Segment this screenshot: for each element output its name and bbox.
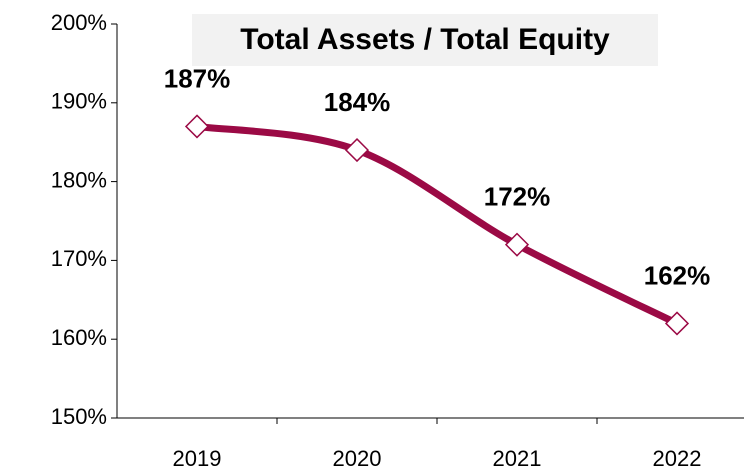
x-tick-label: 2022 xyxy=(653,446,702,470)
y-tick-label: 150% xyxy=(51,404,107,429)
y-tick-label: 170% xyxy=(51,246,107,271)
y-tick-label: 190% xyxy=(51,89,107,114)
data-label: 162% xyxy=(644,260,711,290)
y-tick-label: 160% xyxy=(51,325,107,350)
chart-title: Total Assets / Total Equity xyxy=(240,23,610,56)
marker xyxy=(184,114,210,139)
marker xyxy=(664,311,690,336)
marker xyxy=(344,138,370,163)
x-tick-label: 2020 xyxy=(333,446,382,470)
data-label: 172% xyxy=(484,182,551,212)
line xyxy=(193,122,681,327)
y-tick-label: 180% xyxy=(51,167,107,192)
x-tick-label: 2021 xyxy=(493,446,542,470)
data-label: 187% xyxy=(164,63,231,93)
title-background xyxy=(192,14,658,66)
y-tick-label: 200% xyxy=(51,10,107,35)
marker xyxy=(504,232,530,257)
data-label: 184% xyxy=(324,87,391,117)
x-tick-label: 2019 xyxy=(173,446,222,470)
